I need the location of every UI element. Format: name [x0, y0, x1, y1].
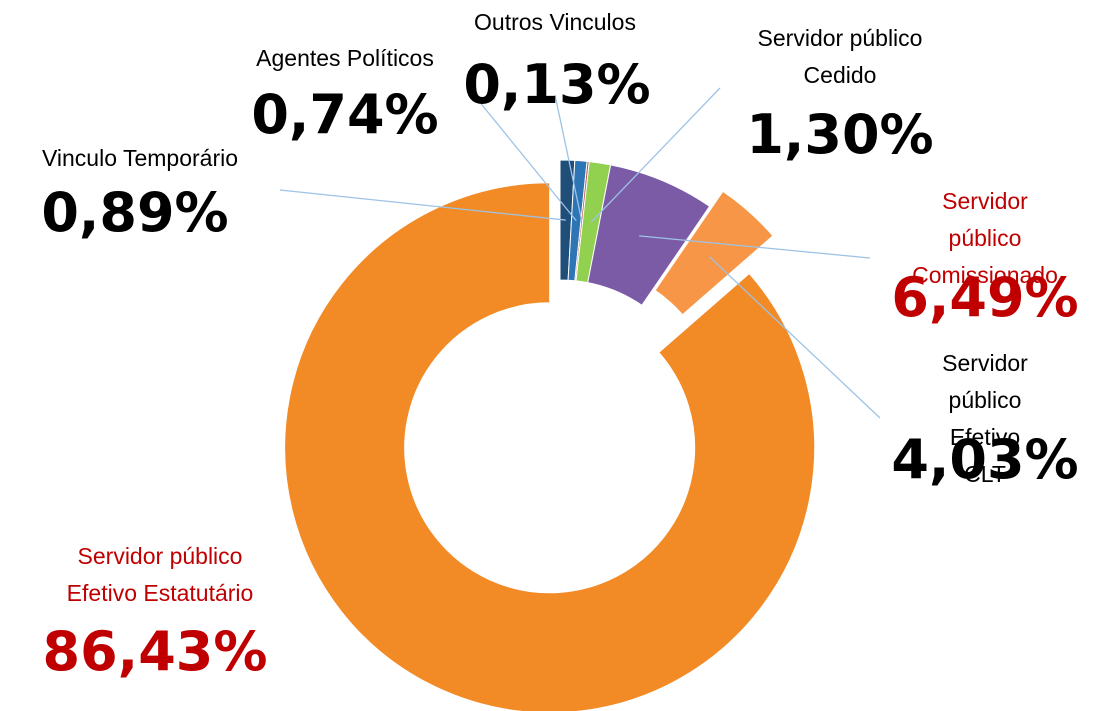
value-label: 0,89%	[41, 181, 229, 244]
category-label: Servidor público Efetivo Estatutário	[66, 543, 254, 606]
category-label: Vinculo Temporário	[41, 145, 239, 171]
value-label: 1,30%	[746, 103, 934, 166]
donut-slice	[654, 190, 774, 316]
category-label: Servidor público Efetivo CLT	[942, 350, 1028, 487]
donut-slice	[587, 164, 711, 307]
leader-line	[590, 87, 721, 223]
leader-line	[477, 99, 577, 222]
leader-line	[554, 94, 583, 222]
leader-line	[639, 235, 871, 259]
category-label: Agentes Políticos	[256, 45, 434, 71]
category-label: Servidor público Cedido	[757, 25, 923, 88]
value-label: 0,74%	[251, 83, 439, 146]
value-label: 86,43%	[42, 620, 268, 683]
donut-slice	[284, 182, 816, 711]
value-label: 0,13%	[463, 53, 651, 116]
category-label: Servidor público Comissionado	[912, 188, 1058, 288]
leader-line	[709, 256, 881, 419]
leader-line	[279, 189, 566, 221]
value-label: 6,49%	[891, 266, 1079, 329]
value-label: 4,03%	[891, 428, 1079, 491]
category-label: Outros Vinculos	[474, 9, 636, 35]
